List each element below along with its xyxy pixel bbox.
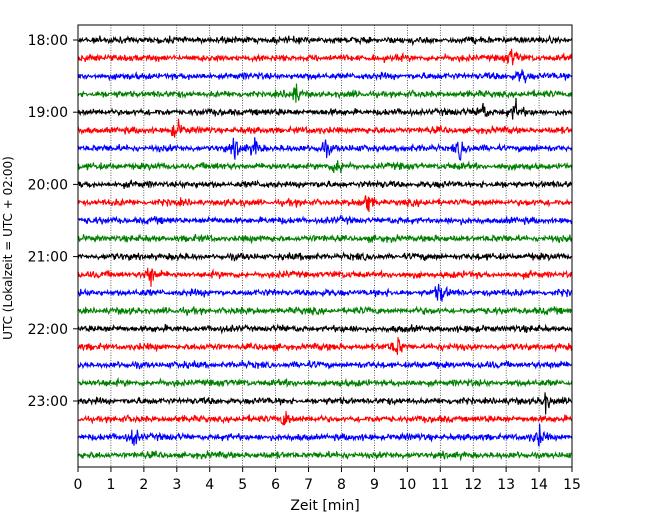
x-tick-label: 15 <box>563 477 581 493</box>
x-tick-label: 14 <box>530 477 548 493</box>
trace-1930 <box>77 137 573 161</box>
x-tick-label: 6 <box>271 477 280 493</box>
trace-1900 <box>77 97 573 120</box>
trace-2330 <box>77 423 573 447</box>
trace-1945 <box>77 160 573 174</box>
trace-2045 <box>77 233 573 245</box>
x-tick-label: 10 <box>398 477 416 493</box>
trace-2015 <box>77 195 573 212</box>
x-tick-label: 13 <box>497 477 515 493</box>
x-tick-label: 0 <box>74 477 83 493</box>
trace-1800 <box>77 34 573 47</box>
trace-2230 <box>77 359 573 370</box>
trace-2030 <box>77 214 573 226</box>
trace-2245 <box>77 376 573 388</box>
trace-2345 <box>77 450 573 462</box>
trace-1830 <box>77 69 573 84</box>
trace-2300 <box>77 392 573 415</box>
x-tick-label: 8 <box>337 477 346 493</box>
trace-2100 <box>77 250 573 262</box>
x-tick-label: 1 <box>106 477 115 493</box>
x-tick-label: 9 <box>370 477 379 493</box>
trace-1845 <box>77 83 573 103</box>
x-axis-title: Zeit [min] <box>290 498 359 514</box>
y-tick-label: 22:00 <box>28 322 68 338</box>
plot-frame <box>77 24 573 468</box>
trace-2145 <box>77 305 573 316</box>
x-tick-label: 4 <box>205 477 214 493</box>
y-axis-title: UTC (Lokalzeit = UTC + 02:00) <box>1 156 15 340</box>
x-axis-ticks: 0 1 2 3 4 5 6 7 8 9 10 11 12 13 14 15 <box>74 467 581 493</box>
x-tick-label: 3 <box>172 477 181 493</box>
y-tick-label: 21:00 <box>28 250 68 266</box>
y-tick-label: 20:00 <box>28 177 68 193</box>
x-tick-label: 11 <box>431 477 449 493</box>
y-axis-ticks: 18:00 19:00 20:00 21:00 22:00 23:00 <box>28 33 78 410</box>
trace-2315 <box>77 410 573 426</box>
trace-1915 <box>77 118 573 138</box>
trace-2130 <box>77 283 573 302</box>
x-tick-label: 7 <box>304 477 313 493</box>
y-tick-label: 18:00 <box>28 33 68 49</box>
trace-2215 <box>77 337 573 355</box>
y-tick-label: 19:00 <box>28 105 68 121</box>
trace-2000 <box>77 179 573 190</box>
x-tick-label: 12 <box>464 477 482 493</box>
trace-2115 <box>77 267 573 287</box>
trace-1815 <box>77 48 573 66</box>
x-tick-label: 2 <box>139 477 148 493</box>
seismic-traces <box>77 34 573 462</box>
grid-lines <box>110 25 540 467</box>
x-tick-label: 5 <box>238 477 247 493</box>
trace-2200 <box>77 323 573 335</box>
y-tick-label: 23:00 <box>28 394 68 410</box>
